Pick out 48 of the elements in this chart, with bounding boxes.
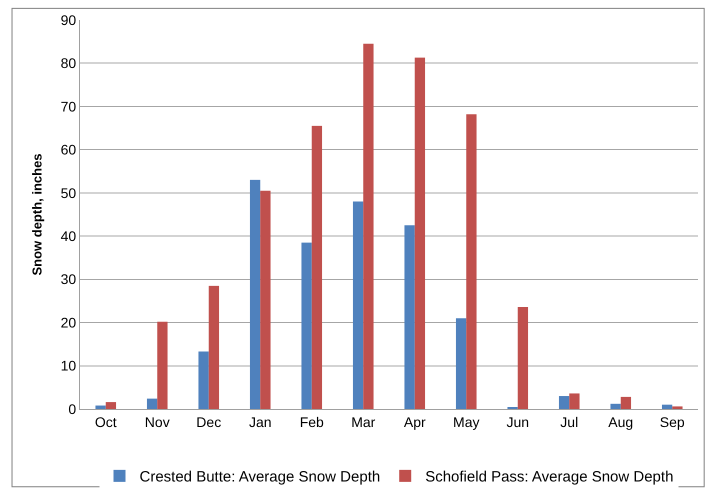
- y-axis-title: Snow depth, inches: [30, 153, 45, 276]
- legend-label: Crested Butte: Average Snow Depth: [140, 468, 380, 486]
- bar: [250, 180, 260, 409]
- y-tick-label: 20: [60, 314, 76, 330]
- bar: [301, 242, 312, 409]
- bar: [157, 322, 168, 409]
- x-tick-label: Feb: [300, 414, 324, 430]
- x-tick-label: Jan: [248, 414, 272, 430]
- y-tick-label: 80: [60, 55, 76, 72]
- bar: [146, 398, 158, 409]
- y-tick-label: 30: [60, 271, 76, 288]
- y-tick-label: 0: [68, 400, 76, 417]
- bar: [260, 190, 271, 409]
- bar: [106, 402, 116, 409]
- x-tick-label: Nov: [144, 414, 170, 430]
- bar: [95, 406, 106, 409]
- bar: [610, 404, 621, 409]
- y-tick-label: 60: [60, 142, 76, 158]
- bar: [404, 225, 415, 409]
- bar: [312, 126, 322, 409]
- bar: [672, 406, 683, 409]
- legend-label: Schofield Pass: Average Snow Depth: [425, 468, 674, 486]
- bar: [414, 58, 426, 409]
- bar: [363, 44, 374, 409]
- x-tick-label: Aug: [608, 414, 634, 430]
- bar: [662, 404, 672, 409]
- y-tick-label: 90: [60, 12, 76, 28]
- y-tick-label: 10: [60, 358, 76, 374]
- x-tick-label: Apr: [404, 414, 426, 430]
- bar: [352, 202, 364, 409]
- x-tick-label: Jul: [560, 414, 578, 430]
- x-tick-label: Mar: [351, 414, 376, 430]
- x-tick-label: Jun: [506, 414, 530, 430]
- bar: [558, 396, 570, 409]
- bar: [620, 396, 632, 409]
- bar: [518, 307, 528, 409]
- x-tick-label: May: [453, 414, 480, 430]
- bar: [208, 286, 220, 409]
- bar: [198, 352, 209, 409]
- bar: [569, 393, 580, 409]
- y-tick-label: 40: [60, 228, 76, 244]
- y-tick-label: 50: [60, 184, 76, 201]
- x-tick-label: Sep: [660, 414, 685, 430]
- y-tick-label: 70: [60, 98, 76, 114]
- x-tick-label: Oct: [94, 414, 117, 430]
- bar: [456, 318, 466, 409]
- x-tick-label: Dec: [196, 414, 222, 430]
- bar: [466, 114, 477, 409]
